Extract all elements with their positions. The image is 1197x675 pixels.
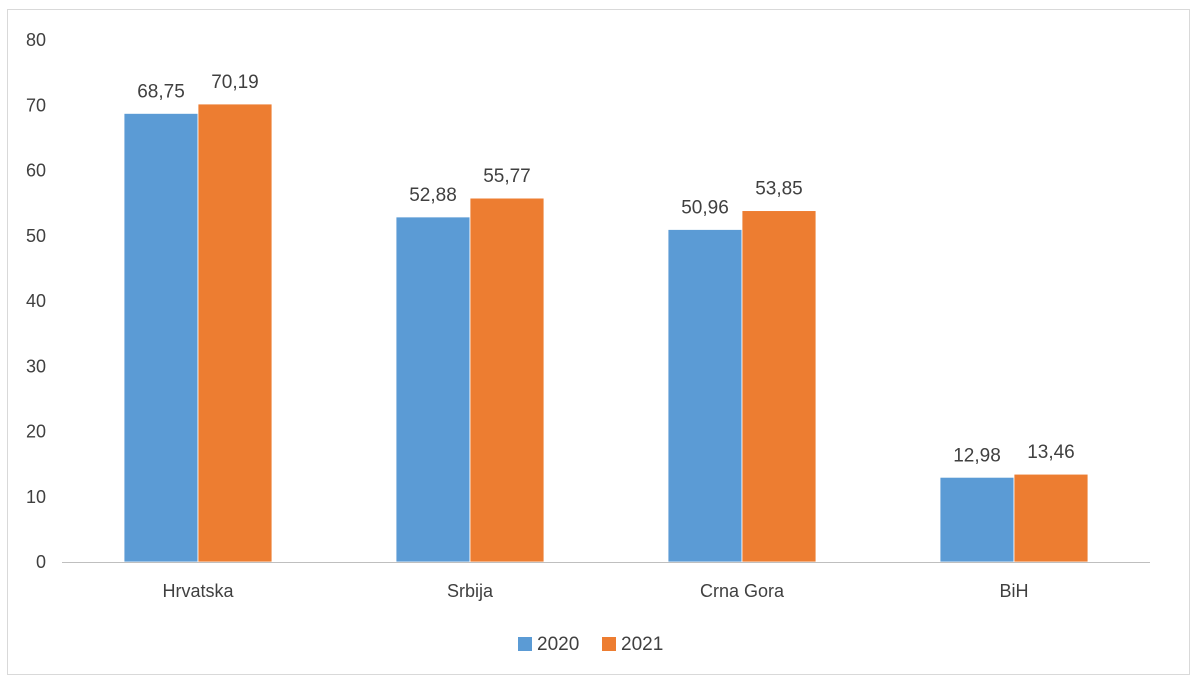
y-tick-label: 80 xyxy=(26,30,46,50)
bars xyxy=(123,103,1089,563)
legend-swatch-2020 xyxy=(518,637,532,651)
y-tick-label: 60 xyxy=(26,161,46,181)
legend-label: 2021 xyxy=(621,634,663,655)
bar-2020-bih xyxy=(939,476,1015,563)
legend-label: 2020 xyxy=(537,634,579,655)
y-tick-label: 40 xyxy=(26,291,46,311)
y-tick-label: 10 xyxy=(26,487,46,507)
x-tick-label: BiH xyxy=(999,581,1028,601)
legend-swatch-2021 xyxy=(602,637,616,651)
y-tick-label: 20 xyxy=(26,422,46,442)
bar-2020-hrvatska xyxy=(123,113,199,563)
y-tick-label: 70 xyxy=(26,95,46,115)
data-label: 55,77 xyxy=(483,166,531,187)
legend: 2020 2021 xyxy=(518,634,663,655)
y-tick-label: 0 xyxy=(36,552,46,572)
y-axis-tick-labels: 0 10 20 30 40 50 60 70 80 xyxy=(26,30,46,572)
x-axis-tick-labels: Hrvatska Srbija Crna Gora BiH xyxy=(162,581,1028,601)
bar-2021-srbija xyxy=(469,197,545,563)
bar-2021-bih xyxy=(1013,473,1089,563)
data-label: 70,19 xyxy=(211,72,259,93)
bar-2020-crna-gora xyxy=(667,229,743,563)
data-label: 13,46 xyxy=(1027,442,1075,463)
y-tick-label: 30 xyxy=(26,356,46,376)
data-label: 52,88 xyxy=(409,185,457,206)
data-label: 53,85 xyxy=(755,179,803,200)
data-label: 12,98 xyxy=(953,445,1001,466)
x-tick-label: Hrvatska xyxy=(162,581,234,601)
data-label: 50,96 xyxy=(681,197,729,218)
data-labels: 68,75 70,19 52,88 55,77 50,96 53,85 12,98 13,46 xyxy=(137,72,1075,466)
y-tick-label: 50 xyxy=(26,226,46,246)
x-tick-label: Crna Gora xyxy=(700,581,785,601)
bar-2021-hrvatska xyxy=(197,103,273,563)
bar-2020-srbija xyxy=(395,216,471,563)
x-tick-label: Srbija xyxy=(447,581,494,601)
data-label: 68,75 xyxy=(137,81,185,102)
bar-2021-crna-gora xyxy=(741,210,817,563)
